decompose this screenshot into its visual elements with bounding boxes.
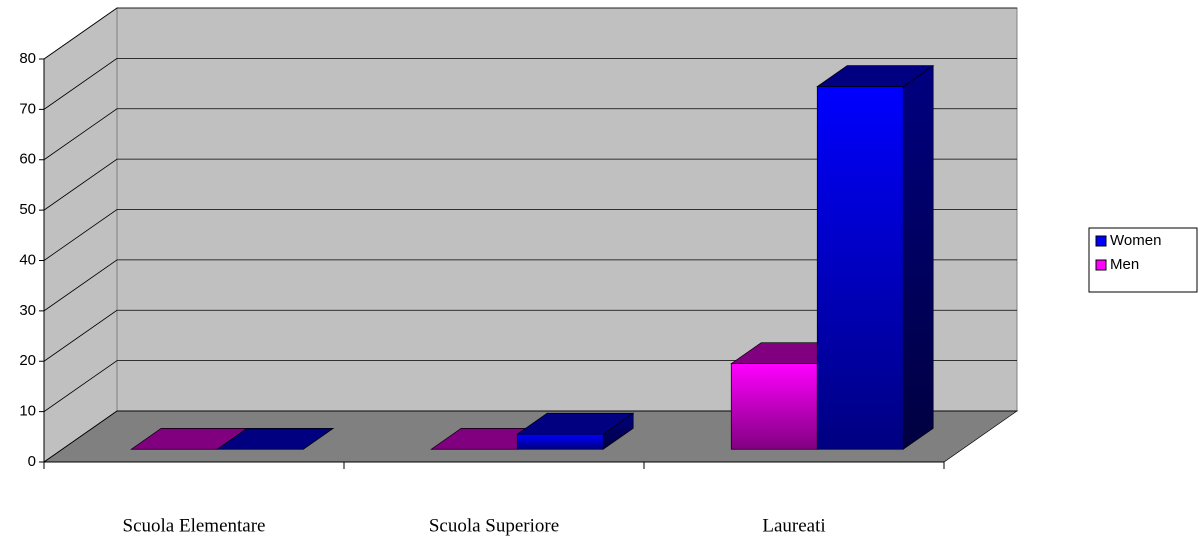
x-tick-label: Laureati <box>762 515 825 536</box>
y-tick-label: 80 <box>19 50 36 67</box>
bar-front <box>816 86 904 450</box>
grid-line <box>43 209 1017 261</box>
legend-swatch <box>1095 259 1107 271</box>
x-tick-label: Scuola Elementare <box>123 515 266 536</box>
legend-label: Women <box>1110 232 1161 249</box>
bar <box>516 412 635 450</box>
y-tick-label: 50 <box>19 201 36 218</box>
bar <box>216 427 335 450</box>
y-tick-label: 30 <box>19 302 36 319</box>
legend-box <box>1088 227 1198 293</box>
grid-line <box>43 410 1017 463</box>
grid-line <box>43 360 1017 412</box>
y-tick-label: 40 <box>19 251 36 268</box>
grid-line <box>43 7 1017 60</box>
bar <box>816 64 935 450</box>
y-tick-label: 70 <box>19 100 36 117</box>
bar-top <box>216 427 335 450</box>
legend: Women Men <box>1088 227 1198 293</box>
y-tick-label: 10 <box>19 403 36 420</box>
legend-swatch <box>1095 235 1107 247</box>
y-tick-label: 20 <box>19 352 36 369</box>
y-tick-label: 0 <box>28 453 36 470</box>
bar-side <box>902 64 934 450</box>
x-tick-label: Scuola Superiore <box>429 515 559 536</box>
y-tick-label: 60 <box>19 151 36 168</box>
bar-front <box>516 433 604 450</box>
grid-line <box>43 108 1017 161</box>
grid-line <box>43 57 1017 110</box>
bar-front <box>730 363 818 450</box>
legend-label: Men <box>1110 256 1139 273</box>
grid-line <box>43 259 1017 312</box>
grid-line <box>43 309 1017 362</box>
grid-line <box>43 158 1017 211</box>
